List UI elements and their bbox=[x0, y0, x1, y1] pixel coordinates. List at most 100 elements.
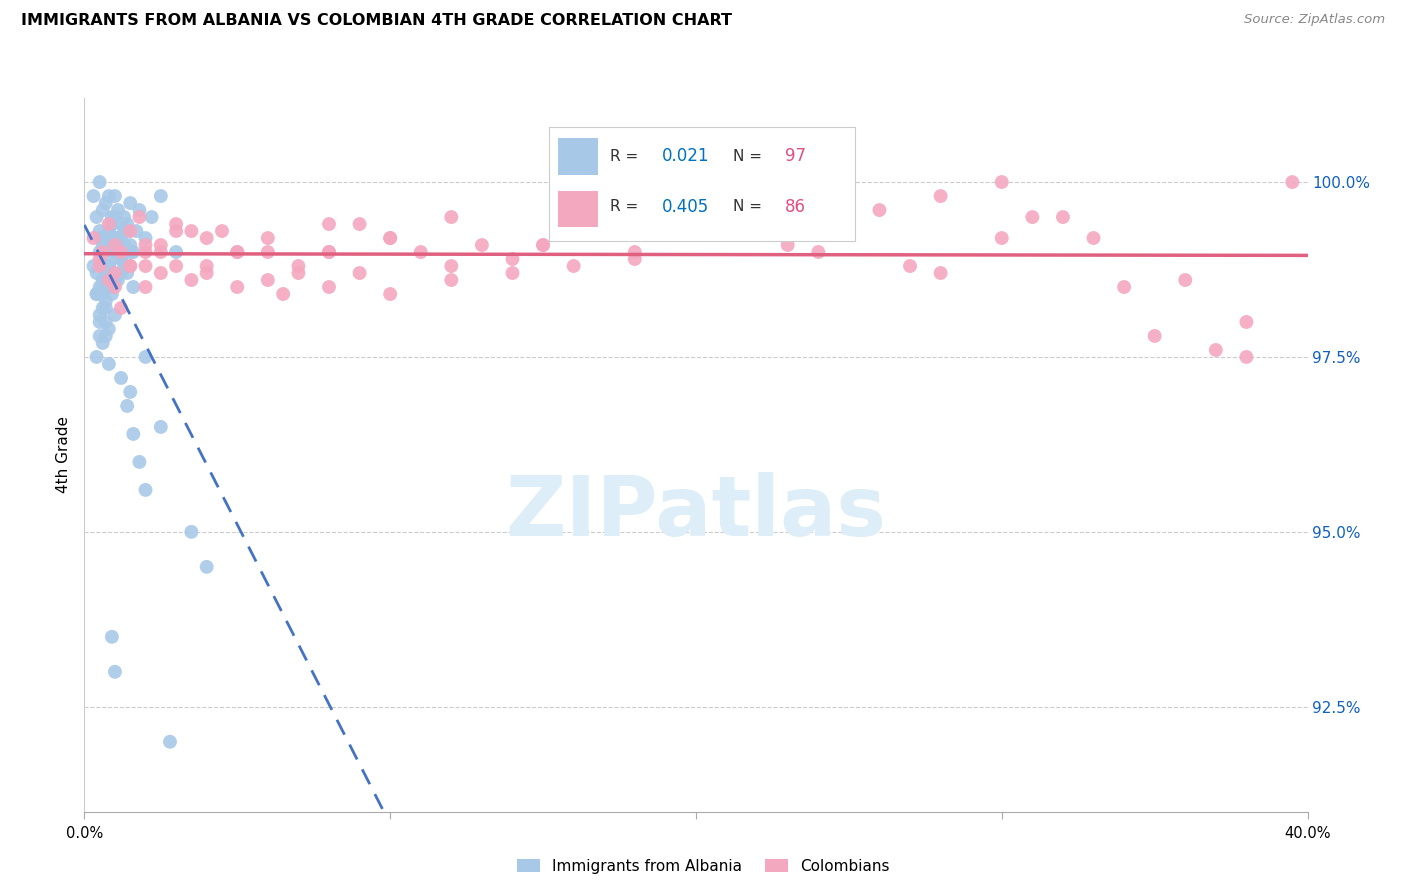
Point bbox=[91, 202, 114, 217]
Point bbox=[120, 224, 142, 238]
Point bbox=[112, 259, 135, 273]
Text: 0.0%: 0.0% bbox=[66, 826, 103, 841]
Point bbox=[94, 266, 117, 280]
Text: 86: 86 bbox=[785, 198, 806, 216]
Point bbox=[94, 196, 117, 211]
Point bbox=[83, 259, 105, 273]
Text: 97: 97 bbox=[785, 147, 806, 165]
Point bbox=[165, 245, 187, 260]
Point bbox=[195, 259, 218, 273]
Point bbox=[685, 224, 707, 238]
Point bbox=[349, 217, 371, 231]
Point bbox=[180, 273, 202, 287]
Point bbox=[83, 189, 105, 203]
Point bbox=[149, 245, 172, 260]
Point bbox=[86, 287, 108, 301]
Point bbox=[128, 455, 150, 469]
Point bbox=[104, 273, 127, 287]
Point bbox=[97, 273, 120, 287]
Point bbox=[135, 238, 157, 252]
Text: Source: ZipAtlas.com: Source: ZipAtlas.com bbox=[1244, 13, 1385, 27]
Point bbox=[83, 231, 105, 245]
Point bbox=[104, 210, 127, 224]
Point bbox=[149, 420, 172, 434]
Point bbox=[89, 259, 111, 273]
Point bbox=[101, 287, 124, 301]
Point bbox=[380, 231, 402, 245]
Point bbox=[135, 280, 157, 294]
Point bbox=[869, 202, 891, 217]
Point bbox=[128, 210, 150, 224]
Point bbox=[91, 280, 114, 294]
Point bbox=[624, 224, 647, 238]
Point bbox=[94, 315, 117, 329]
Point bbox=[1052, 210, 1074, 224]
Point bbox=[349, 266, 371, 280]
Point bbox=[97, 273, 120, 287]
Point bbox=[318, 217, 340, 231]
Point bbox=[107, 273, 129, 287]
Point bbox=[104, 308, 127, 322]
Text: R =: R = bbox=[610, 199, 644, 214]
Point bbox=[104, 231, 127, 245]
Point bbox=[991, 231, 1014, 245]
Point bbox=[101, 238, 124, 252]
Point bbox=[440, 210, 463, 224]
Point bbox=[531, 238, 554, 252]
Point bbox=[89, 280, 111, 294]
Point bbox=[195, 559, 218, 574]
Point bbox=[149, 238, 172, 252]
Point bbox=[776, 238, 799, 252]
Point bbox=[91, 301, 114, 315]
Point bbox=[120, 245, 142, 260]
Point bbox=[1174, 273, 1197, 287]
Point bbox=[120, 238, 142, 252]
Point bbox=[807, 245, 830, 260]
Point bbox=[89, 329, 111, 343]
Point bbox=[195, 266, 218, 280]
Point bbox=[86, 350, 108, 364]
Point bbox=[89, 315, 111, 329]
Point bbox=[107, 202, 129, 217]
Point bbox=[104, 189, 127, 203]
Point bbox=[180, 224, 202, 238]
Point bbox=[91, 245, 114, 260]
Point bbox=[104, 238, 127, 252]
Point bbox=[120, 384, 142, 399]
Point bbox=[110, 252, 132, 266]
Point bbox=[125, 224, 148, 238]
Point bbox=[97, 259, 120, 273]
Point bbox=[502, 252, 524, 266]
Point bbox=[165, 259, 187, 273]
Point bbox=[89, 224, 111, 238]
Point bbox=[271, 287, 294, 301]
Point bbox=[97, 224, 120, 238]
Point bbox=[624, 252, 647, 266]
Point bbox=[1236, 315, 1258, 329]
Point bbox=[165, 224, 187, 238]
Point bbox=[97, 259, 120, 273]
Point bbox=[991, 175, 1014, 189]
Point bbox=[89, 245, 111, 260]
Point bbox=[97, 224, 120, 238]
Point bbox=[94, 293, 117, 308]
Point bbox=[318, 245, 340, 260]
Point bbox=[898, 259, 921, 273]
Point bbox=[562, 259, 585, 273]
Point bbox=[104, 280, 127, 294]
Point bbox=[97, 217, 120, 231]
Point bbox=[159, 735, 181, 749]
Point bbox=[91, 238, 114, 252]
Point bbox=[141, 210, 163, 224]
Point bbox=[122, 245, 145, 260]
Text: 40.0%: 40.0% bbox=[1284, 826, 1331, 841]
Point bbox=[1143, 329, 1166, 343]
Point bbox=[380, 287, 402, 301]
Point bbox=[101, 217, 124, 231]
Point bbox=[120, 196, 142, 211]
Point bbox=[624, 245, 647, 260]
Point bbox=[135, 350, 157, 364]
Point bbox=[89, 252, 111, 266]
Text: ZIPatlas: ZIPatlas bbox=[506, 472, 886, 552]
Point bbox=[318, 280, 340, 294]
